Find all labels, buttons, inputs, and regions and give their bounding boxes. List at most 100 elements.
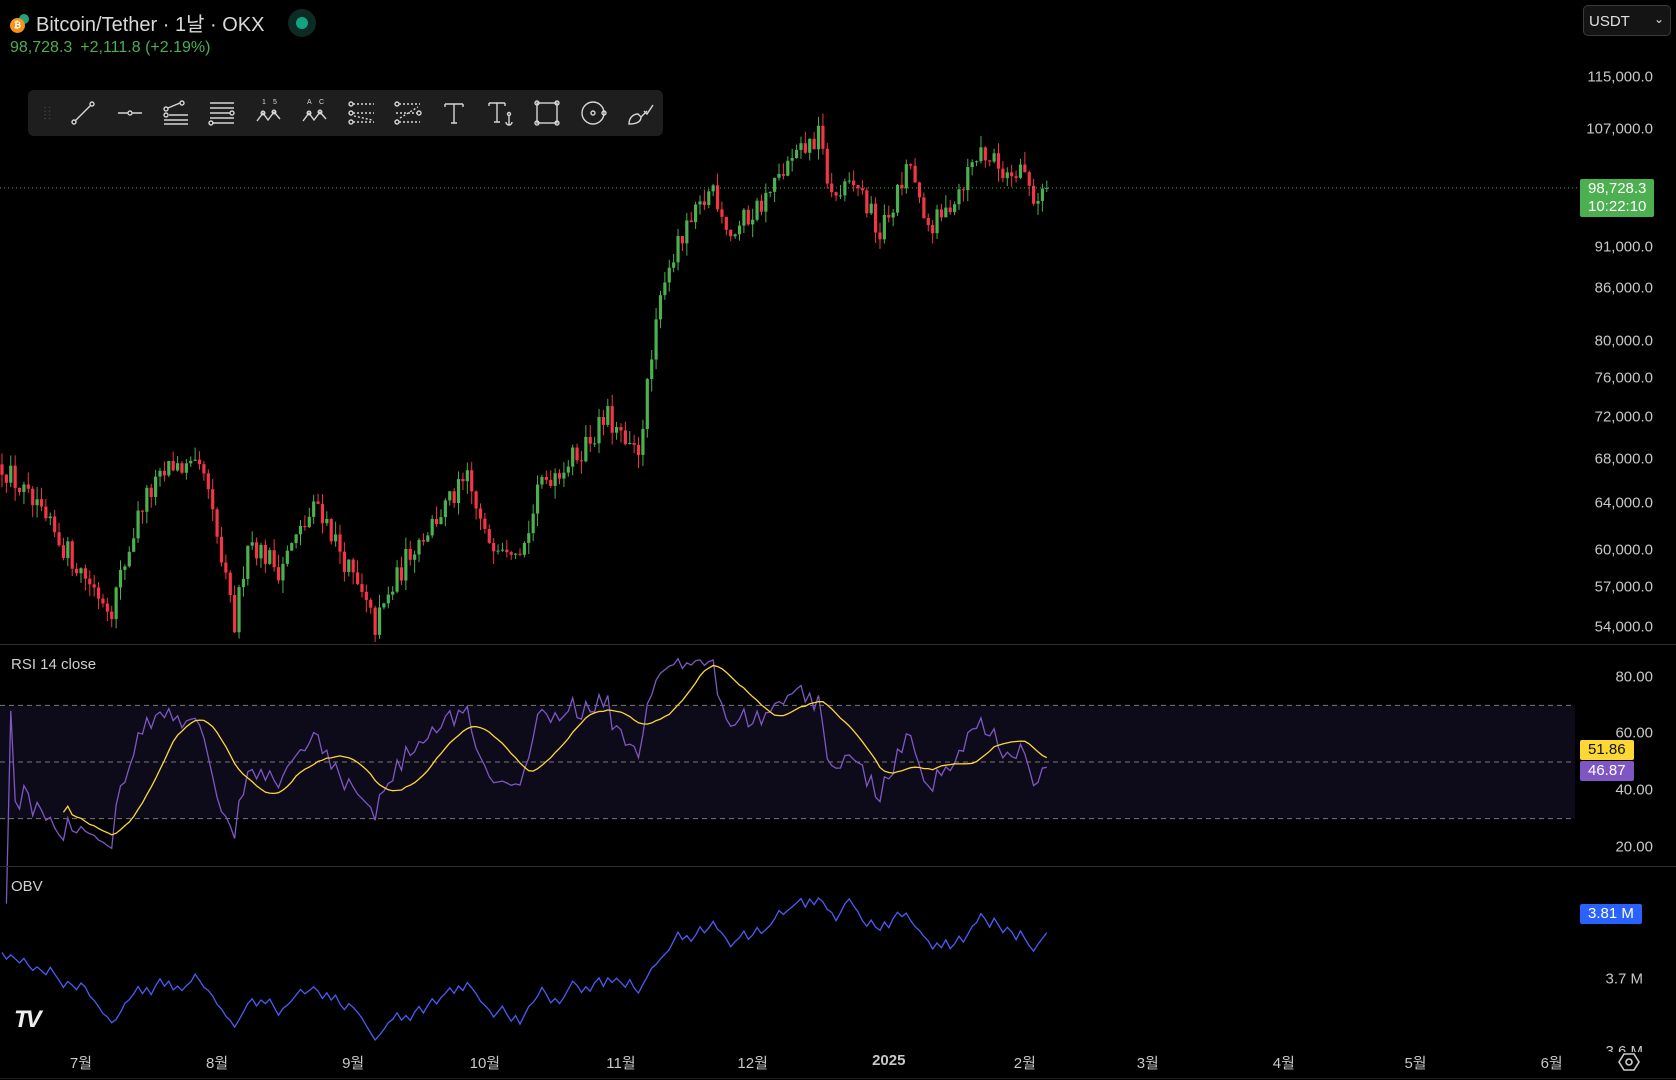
candle bbox=[79, 567, 83, 583]
candle bbox=[636, 437, 641, 468]
candle bbox=[891, 208, 895, 227]
circle-icon[interactable] bbox=[570, 90, 616, 136]
obv-tick: 3.7 M bbox=[1605, 970, 1643, 988]
currency-select[interactable]: USDT ⌄ bbox=[1583, 5, 1671, 36]
candle bbox=[527, 520, 531, 555]
candle bbox=[307, 507, 311, 529]
candle bbox=[224, 554, 228, 580]
candle bbox=[909, 163, 913, 170]
candle bbox=[70, 539, 74, 577]
candle bbox=[913, 158, 917, 183]
candle bbox=[729, 229, 733, 242]
price-tick: 107,000.0 bbox=[1586, 120, 1653, 138]
candle bbox=[821, 113, 825, 155]
price-change: +2,111.8 (+2.19%) bbox=[80, 39, 211, 56]
rsi-tick: 80.00 bbox=[1615, 668, 1653, 686]
candle bbox=[768, 191, 772, 198]
candle bbox=[114, 586, 118, 629]
candle bbox=[417, 537, 421, 563]
candle bbox=[838, 185, 843, 199]
candle bbox=[465, 462, 469, 494]
rectangle-icon[interactable] bbox=[524, 90, 570, 136]
rsi-legend[interactable]: RSI 14 close bbox=[11, 656, 97, 673]
last-price-badge-value: 98,728.3 bbox=[1588, 180, 1647, 197]
pane-separator[interactable] bbox=[0, 644, 1676, 645]
candle bbox=[882, 204, 886, 244]
brush-icon[interactable] bbox=[617, 90, 663, 136]
candle bbox=[1014, 170, 1018, 183]
anchored-text-icon[interactable] bbox=[478, 90, 524, 136]
obv-value-badge: 3.81 M bbox=[1580, 904, 1642, 924]
tradingview-logo[interactable]: TV bbox=[14, 1006, 42, 1033]
candle bbox=[553, 468, 557, 499]
obv-legend[interactable]: OBV bbox=[11, 878, 43, 895]
parallel-channel-icon[interactable] bbox=[199, 90, 245, 136]
trend-line-icon[interactable] bbox=[60, 90, 106, 136]
candle bbox=[175, 456, 180, 472]
time-label: 6월 bbox=[1540, 1055, 1563, 1072]
candle bbox=[241, 566, 246, 597]
bar-countdown: 10:22:10 bbox=[1588, 198, 1647, 215]
price-tick: 91,000.0 bbox=[1594, 238, 1653, 256]
candle bbox=[865, 187, 869, 218]
candle bbox=[1001, 161, 1005, 183]
candle bbox=[852, 170, 856, 192]
candle bbox=[650, 350, 654, 392]
horizontal-ray-icon[interactable] bbox=[106, 90, 152, 136]
candle bbox=[189, 456, 193, 467]
candles bbox=[0, 113, 1049, 643]
candle bbox=[461, 472, 465, 490]
candle bbox=[171, 451, 175, 472]
candle bbox=[386, 586, 390, 609]
market-status-icon[interactable] bbox=[288, 8, 317, 37]
candle bbox=[215, 507, 219, 544]
candle bbox=[149, 483, 153, 508]
text-tool-icon[interactable] bbox=[431, 90, 477, 136]
candle bbox=[250, 531, 254, 550]
candle bbox=[263, 539, 267, 573]
candle bbox=[895, 184, 900, 216]
price-tick: 64,000.0 bbox=[1594, 494, 1653, 512]
candle bbox=[707, 188, 711, 209]
candle bbox=[825, 142, 829, 189]
candle bbox=[500, 542, 505, 553]
candle bbox=[57, 522, 61, 547]
candle bbox=[430, 515, 434, 539]
candle bbox=[759, 194, 764, 216]
time-label: 7월 bbox=[69, 1055, 93, 1072]
candle bbox=[575, 443, 579, 464]
pitchfork-icon[interactable] bbox=[153, 90, 199, 136]
candle bbox=[53, 509, 57, 538]
candle bbox=[970, 159, 974, 176]
candle bbox=[197, 451, 202, 470]
candle bbox=[483, 512, 487, 534]
time-label: 8월 bbox=[206, 1055, 229, 1072]
candle bbox=[101, 593, 105, 608]
candle bbox=[549, 470, 553, 489]
settings-icon[interactable] bbox=[1617, 1050, 1641, 1074]
candle bbox=[395, 559, 399, 594]
candle bbox=[1027, 170, 1031, 197]
candle bbox=[746, 205, 750, 226]
time-label: 3월 bbox=[1136, 1055, 1159, 1072]
candle bbox=[44, 498, 48, 522]
candle bbox=[614, 421, 619, 440]
candle bbox=[399, 556, 404, 585]
candle bbox=[531, 504, 535, 542]
candle bbox=[514, 553, 518, 560]
candle bbox=[39, 487, 44, 512]
symbol-title[interactable]: ₿ Bitcoin/Tether · 1날 · OKX bbox=[10, 8, 317, 37]
candle bbox=[281, 556, 285, 594]
pane-separator[interactable] bbox=[0, 866, 1676, 867]
fib-retracement-icon[interactable] bbox=[338, 90, 384, 136]
candle bbox=[413, 550, 417, 573]
candle bbox=[579, 450, 584, 474]
fib-extension-icon[interactable] bbox=[385, 90, 431, 136]
candle bbox=[588, 425, 592, 453]
candle bbox=[145, 484, 149, 524]
currency-value: USDT bbox=[1589, 13, 1630, 30]
candle bbox=[944, 195, 948, 218]
